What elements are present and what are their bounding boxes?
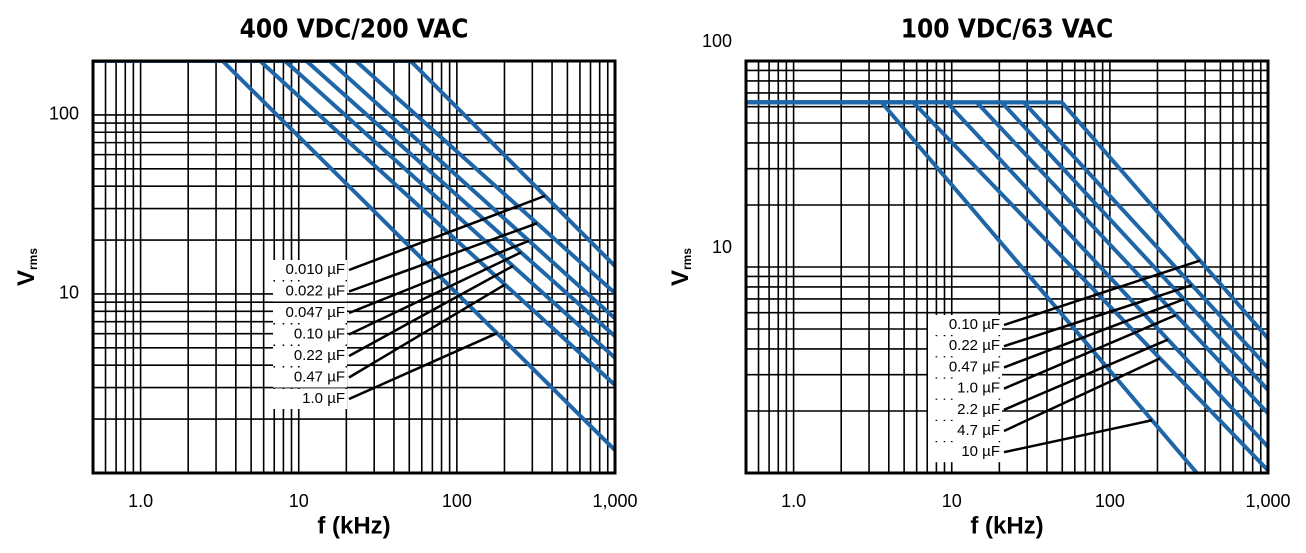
y-axis-label-main: V <box>667 270 694 286</box>
plot <box>746 61 1268 473</box>
leader-line <box>1003 298 1185 369</box>
plot-frame <box>744 59 1270 475</box>
x-tick-label: 1,000 <box>592 491 637 511</box>
y-axis-label-sub: rms <box>26 248 40 270</box>
series-label: 0.10 µF <box>949 316 1000 333</box>
leader-line <box>348 222 538 293</box>
series-label: 0.47 µF <box>294 368 345 385</box>
leader-line <box>348 194 546 272</box>
y-tick-label: 100 <box>49 104 79 124</box>
y-axis-label-sub: rms <box>680 248 694 270</box>
y-axis-label: Vrms <box>13 248 40 286</box>
label-bg <box>273 324 347 345</box>
series-line <box>93 61 615 268</box>
label-bg <box>273 260 347 280</box>
leader-line <box>348 264 514 358</box>
leader-line <box>1003 338 1169 411</box>
label-bg <box>273 281 347 302</box>
y-tick-label: 10 <box>59 283 79 303</box>
y-tick-label: 100 <box>702 31 732 51</box>
leader-line <box>1003 259 1201 327</box>
leader-line <box>1003 283 1193 348</box>
series-label: 0.010 µF <box>285 261 345 278</box>
chart-title: 400 VDC/200 VAC <box>240 15 469 45</box>
x-axis-label: f (kHz) <box>970 512 1043 539</box>
label-bg <box>928 421 1002 441</box>
series-line <box>93 61 615 387</box>
series-label: 4.7 µF <box>957 422 1000 439</box>
plot-frame <box>91 59 617 475</box>
leader-line <box>1003 419 1153 454</box>
series-label: 0.22 µF <box>949 337 1000 354</box>
label-bg <box>928 336 1002 357</box>
series-label: 0.47 µF <box>949 358 1000 375</box>
label-bg <box>928 399 1002 420</box>
series-label: 10 µF <box>961 443 1000 460</box>
label-bg <box>273 346 347 366</box>
leader-line <box>348 239 530 315</box>
x-tick-label: 100 <box>442 491 472 511</box>
y-tick-label: 10 <box>712 237 732 257</box>
label-bg <box>928 357 1002 378</box>
series-line <box>93 61 615 295</box>
label-bg <box>928 378 1002 399</box>
series-label: 2.2 µF <box>957 401 1000 418</box>
label-bg <box>928 442 1002 463</box>
leader-line <box>348 332 498 401</box>
series-line <box>746 100 1199 473</box>
leader-line <box>348 283 506 379</box>
x-tick-label: 1.0 <box>128 491 153 511</box>
leader-line <box>348 251 522 336</box>
y-axis-label: Vrms <box>667 248 694 286</box>
label-bg <box>273 367 347 388</box>
series-line <box>93 61 615 452</box>
x-tick-label: 10 <box>942 491 962 511</box>
series-label: 0.022 µF <box>285 282 345 299</box>
series-label: 1.0 µF <box>302 390 345 407</box>
series-label: 0.047 µF <box>285 304 345 321</box>
label-bg <box>273 389 347 409</box>
x-tick-label: 100 <box>1095 491 1125 511</box>
series-label: 0.22 µF <box>294 347 345 364</box>
label-bg <box>928 315 1002 335</box>
leader-line <box>1003 313 1177 390</box>
x-tick-label: 1,000 <box>1245 491 1290 511</box>
series-label: 0.10 µF <box>294 325 345 342</box>
series-label: 1.0 µF <box>957 380 1000 397</box>
x-axis-label: f (kHz) <box>317 512 390 539</box>
series-line <box>93 61 615 338</box>
y-axis-label-main: V <box>13 270 40 286</box>
x-tick-label: 1.0 <box>781 491 806 511</box>
x-tick-label: 10 <box>289 491 309 511</box>
label-bg <box>273 303 347 323</box>
series-line <box>746 100 1268 449</box>
chart-title: 100 VDC/63 VAC <box>901 15 1114 45</box>
leader-line <box>1003 357 1161 433</box>
series-line <box>93 61 615 320</box>
